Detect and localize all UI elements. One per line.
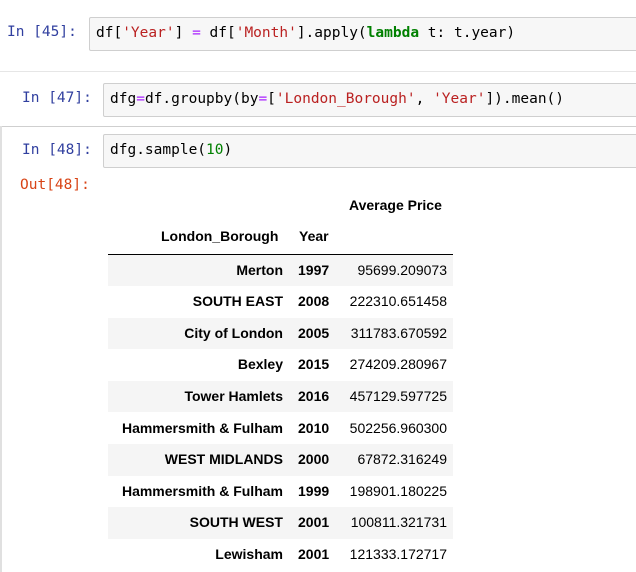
cell-price: 198901.180225 bbox=[349, 482, 447, 499]
code-token: = bbox=[258, 91, 268, 107]
cell-year: 2005 bbox=[298, 324, 330, 341]
cell-selection-bar bbox=[0, 126, 2, 572]
cell-48-code[interactable]: dfg.sample(10) bbox=[103, 134, 636, 168]
cell-borough: Bexley bbox=[237, 356, 283, 373]
code-token: t: t.year) bbox=[419, 25, 516, 41]
cell-borough: SOUTH WEST bbox=[189, 514, 283, 531]
code-token: ] bbox=[174, 25, 193, 41]
code-token: ].apply( bbox=[296, 25, 367, 41]
cell-price: 502256.960300 bbox=[349, 419, 447, 436]
cell-borough: Hammersmith & Fulham bbox=[121, 419, 283, 436]
cell-48-prompt: In [48]: bbox=[22, 142, 92, 158]
code-token: dfg.sample( bbox=[110, 142, 207, 158]
cell-45-prompt: In [45]: bbox=[7, 24, 77, 40]
table-row: City of London 2005 311783.670592 bbox=[108, 317, 453, 350]
table-row: WEST MIDLANDS 2000 67872.316249 bbox=[108, 444, 453, 476]
cell-price: 311783.670592 bbox=[350, 324, 447, 341]
code-token: 'Year' bbox=[433, 91, 486, 107]
index-header-borough: London_Borough bbox=[161, 228, 279, 244]
code-token: 'Year' bbox=[122, 25, 175, 41]
output-prompt: Out[48]: bbox=[20, 177, 90, 193]
cell-47-code[interactable]: dfg=df.groupby(by=['London_Borough', 'Ye… bbox=[103, 83, 636, 117]
cell-year: 2010 bbox=[298, 419, 330, 436]
table-row: SOUTH EAST 2008 222310.651458 bbox=[108, 286, 453, 318]
code-token: = bbox=[136, 91, 145, 107]
code-token: [ bbox=[267, 91, 276, 107]
code-token: , bbox=[415, 91, 434, 107]
code-token: ]).mean() bbox=[485, 91, 565, 107]
table-row: Hammersmith & Fulham 1999 198901.180225 bbox=[108, 476, 453, 508]
table-row: SOUTH WEST 2001 100811.321731 bbox=[108, 507, 453, 539]
table-row: Lewisham 2001 121333.172717 bbox=[108, 539, 453, 571]
cell-year: 1999 bbox=[298, 482, 330, 499]
cell-borough: Tower Hamlets bbox=[184, 387, 283, 404]
cell-price: 222310.651458 bbox=[349, 293, 447, 310]
table-row: Bexley 2015 274209.280967 bbox=[108, 349, 453, 381]
code-token: df[ bbox=[96, 25, 123, 41]
cell-borough: Lewisham bbox=[215, 545, 283, 562]
table-row: Tower Hamlets 2016 457129.597725 bbox=[108, 380, 453, 413]
cell-price: 121333.172717 bbox=[349, 545, 447, 562]
cell-separator bbox=[0, 126, 636, 127]
cell-47-prompt: In [47]: bbox=[22, 90, 92, 106]
cell-45-code[interactable]: df['Year'] = df['Month'].apply(lambda t:… bbox=[89, 17, 636, 51]
code-token: df.groupby(by bbox=[144, 91, 259, 107]
cell-year: 2001 bbox=[298, 514, 330, 531]
cell-separator bbox=[0, 71, 636, 72]
cell-price: 67872.316249 bbox=[357, 451, 447, 468]
cell-borough: Hammersmith & Fulham bbox=[121, 482, 283, 499]
code-token: ) bbox=[223, 142, 233, 158]
cell-borough: Merton bbox=[236, 261, 283, 278]
cell-price: 457129.597725 bbox=[349, 387, 447, 404]
code-token: df[ bbox=[200, 25, 236, 41]
table-row: Merton 1997 95699.209073 bbox=[108, 254, 453, 287]
table-row: Hammersmith & Fulham 2010 502256.960300 bbox=[108, 413, 453, 445]
index-header-year: Year bbox=[299, 228, 329, 244]
cell-price: 100811.321731 bbox=[350, 514, 447, 531]
cell-year: 2000 bbox=[298, 451, 330, 468]
cell-price: 95699.209073 bbox=[357, 261, 447, 278]
column-header-average-price: Average Price bbox=[349, 197, 442, 213]
code-token: lambda bbox=[366, 25, 420, 41]
code-token: dfg bbox=[110, 91, 137, 107]
cell-year: 2001 bbox=[298, 545, 330, 562]
code-token: = bbox=[192, 25, 201, 41]
cell-borough: SOUTH EAST bbox=[192, 293, 283, 310]
cell-year: 2015 bbox=[298, 356, 330, 373]
code-token: 'Month' bbox=[235, 25, 297, 41]
cell-year: 2008 bbox=[298, 293, 330, 310]
cell-borough: City of London bbox=[184, 324, 283, 341]
cell-year: 2016 bbox=[298, 387, 330, 404]
cell-borough: WEST MIDLANDS bbox=[164, 451, 283, 468]
code-token: 'London_Borough' bbox=[275, 91, 416, 107]
code-token: 10 bbox=[206, 142, 224, 158]
cell-price: 274209.280967 bbox=[349, 356, 447, 373]
cell-year: 1997 bbox=[298, 261, 330, 278]
